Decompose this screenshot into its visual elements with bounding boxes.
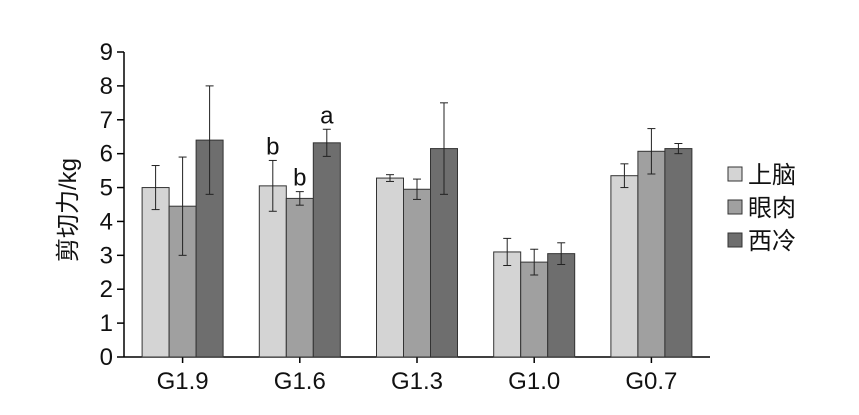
bar bbox=[520, 261, 549, 358]
x-tick-label: G1.3 bbox=[391, 368, 443, 395]
y-tick-label: 7 bbox=[100, 107, 113, 134]
y-tick-label: 8 bbox=[100, 73, 113, 100]
y-tick-label: 9 bbox=[100, 39, 113, 66]
y-tick-label: 5 bbox=[100, 175, 113, 202]
bar bbox=[493, 251, 522, 358]
bar bbox=[376, 177, 404, 358]
x-tick-label: G0.7 bbox=[625, 368, 677, 395]
significance-letter: b bbox=[293, 165, 306, 192]
legend-swatch bbox=[727, 199, 743, 215]
axes: 0 1 2 3 4 5 6 7 8 9 G1.9 G1.6 G1.3 G1.0 G0.7 bbox=[100, 39, 710, 395]
bar bbox=[141, 187, 170, 358]
bars: bb a bbox=[141, 85, 693, 358]
bar bbox=[312, 142, 341, 358]
y-tick-label: 4 bbox=[100, 208, 113, 235]
x-tick-label: G1.0 bbox=[508, 368, 560, 395]
legend-swatch bbox=[727, 232, 743, 248]
legend-label: 眼肉 bbox=[748, 195, 796, 222]
y-tick-label: 1 bbox=[100, 310, 113, 337]
significance-letter: a bbox=[320, 102, 334, 129]
bar bbox=[637, 150, 666, 358]
x-tick-label: G1.9 bbox=[157, 368, 209, 395]
y-tick-label: 3 bbox=[100, 242, 113, 269]
legend-label: 西冷 bbox=[748, 228, 796, 255]
bar bbox=[285, 197, 314, 358]
y-tick-label: 0 bbox=[100, 344, 113, 371]
significance-letter: b bbox=[266, 133, 279, 160]
bar bbox=[547, 253, 576, 358]
y-tick-label: 6 bbox=[100, 141, 113, 168]
y-axis-label: 剪切力/kg bbox=[55, 158, 82, 262]
x-tick-label: G1.6 bbox=[274, 368, 326, 395]
bar bbox=[610, 175, 639, 358]
legend-label: 上脑 bbox=[748, 162, 796, 189]
y-tick-label: 2 bbox=[100, 276, 113, 303]
legend-swatch bbox=[727, 166, 743, 182]
bar bbox=[403, 188, 431, 358]
bar bbox=[664, 148, 693, 358]
